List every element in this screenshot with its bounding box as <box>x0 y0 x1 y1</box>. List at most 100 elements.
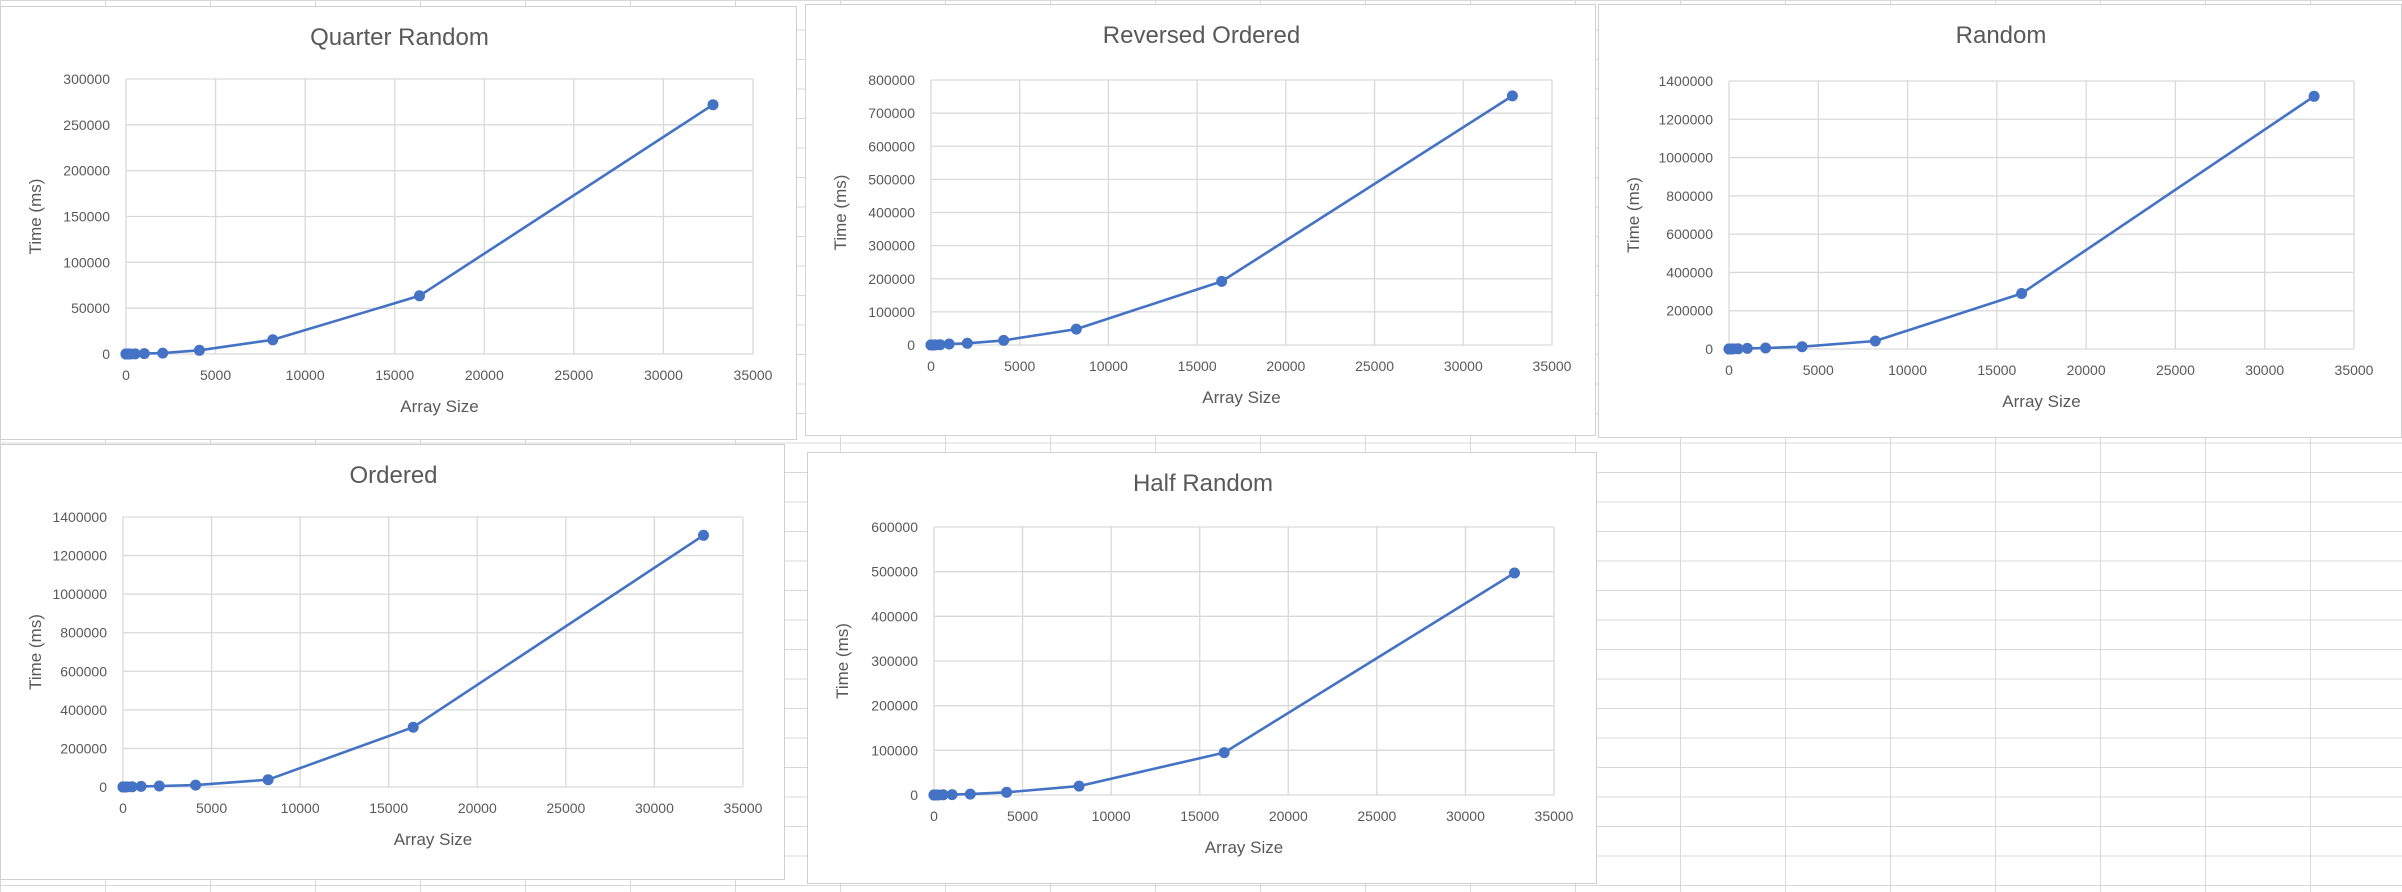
chart-title: Ordered <box>349 462 437 489</box>
x-axis-title: Array Size <box>400 397 478 416</box>
y-tick-label: 100000 <box>868 304 915 320</box>
data-point <box>1218 747 1230 759</box>
data-point <box>267 334 279 346</box>
data-point <box>1073 780 1085 792</box>
x-tick-label: 20000 <box>1266 358 1305 374</box>
x-tick-label: 25000 <box>546 800 585 816</box>
y-axis-title: Time (ms) <box>831 175 850 251</box>
y-tick-label: 400000 <box>60 702 107 718</box>
data-point <box>414 290 425 302</box>
chart-title: Reversed Ordered <box>1103 22 1300 49</box>
x-tick-label: 25000 <box>1357 808 1396 824</box>
y-tick-label: 300000 <box>868 238 915 254</box>
y-tick-label: 0 <box>907 337 915 353</box>
series-line <box>121 534 705 789</box>
chart-panel-random[interactable]: Random 0 200000 400000 600000 800000 1000000 12… <box>1598 4 2402 438</box>
y-tick-label: 1200000 <box>1658 111 1713 127</box>
data-point <box>964 788 976 800</box>
x-tick-label: 30000 <box>1444 358 1483 374</box>
x-tick-label: 35000 <box>1533 358 1572 374</box>
chart-quarter-random: Quarter Random05000010000015000020000025… <box>26 24 773 416</box>
chart-panel-reversed-ordered[interactable]: Reversed Ordered 0 100000 200000 300000 40000… <box>805 4 1596 436</box>
y-tick-label: 800000 <box>1666 188 1713 204</box>
x-tick-label: 30000 <box>635 800 674 816</box>
data-point <box>1001 786 1013 798</box>
series-line <box>929 94 1514 347</box>
y-tick-label: 0 <box>102 346 110 362</box>
y-tick-label: 600000 <box>1666 226 1713 242</box>
x-tick-label: 0 <box>122 367 130 383</box>
y-tick-label: 0 <box>99 779 107 795</box>
chart-reversed-ordered: Reversed Ordered010000020000030000040000… <box>831 22 1572 407</box>
series-line <box>124 103 714 356</box>
chart-panel-half-random[interactable]: Half Random 0 100000 200000 300000 400000 5000… <box>807 452 1597 884</box>
x-tick-label: 15000 <box>1977 362 2016 378</box>
x-tick-label: 20000 <box>465 367 504 383</box>
x-tick-label: 20000 <box>2067 362 2106 378</box>
data-point <box>407 721 419 733</box>
x-tick-label: 15000 <box>375 367 414 383</box>
y-tick-label: 200000 <box>868 271 915 287</box>
y-tick-label: 250000 <box>63 117 110 133</box>
y-tick-label: 800000 <box>868 72 915 88</box>
x-tick-label: 30000 <box>2245 362 2284 378</box>
data-point <box>998 334 1010 346</box>
data-point <box>1741 342 1753 354</box>
x-tick-label: 10000 <box>1089 358 1128 374</box>
y-tick-label: 400000 <box>871 608 918 624</box>
y-tick-label: 300000 <box>871 653 918 669</box>
data-point <box>1760 342 1772 354</box>
data-point <box>1506 90 1518 102</box>
x-tick-label: 0 <box>1725 362 1733 378</box>
data-point <box>1070 323 1082 335</box>
x-tick-label: 35000 <box>1535 808 1574 824</box>
data-point <box>961 337 973 349</box>
x-axis-title: Array Size <box>394 830 472 849</box>
x-tick-label: 30000 <box>1446 808 1485 824</box>
data-point <box>934 339 946 351</box>
y-tick-label: 1000000 <box>1658 150 1713 166</box>
x-tick-label: 10000 <box>1092 808 1131 824</box>
data-point <box>190 779 202 791</box>
x-tick-label: 15000 <box>369 800 408 816</box>
chart-panel-ordered[interactable]: Ordered 0 200000 400000 600000 800000 1000000 1… <box>0 444 785 880</box>
y-tick-label: 1200000 <box>52 548 107 564</box>
y-tick-label: 1000000 <box>52 586 107 602</box>
chart-half-random: Half Random01000002000003000004000005000… <box>833 470 1574 857</box>
y-tick-label: 0 <box>1705 341 1713 357</box>
x-tick-label: 5000 <box>1803 362 1834 378</box>
y-tick-label: 100000 <box>63 254 110 270</box>
x-tick-label: 10000 <box>1888 362 1927 378</box>
data-point <box>193 344 205 356</box>
y-tick-label: 600000 <box>868 138 915 154</box>
data-point <box>126 781 138 793</box>
data-point <box>946 789 958 801</box>
data-point <box>135 780 147 792</box>
x-tick-label: 5000 <box>1007 808 1038 824</box>
x-tick-label: 35000 <box>724 800 763 816</box>
x-tick-label: 5000 <box>196 800 227 816</box>
y-tick-label: 100000 <box>871 742 918 758</box>
series-line <box>932 571 1516 797</box>
x-tick-label: 25000 <box>1355 358 1394 374</box>
y-tick-label: 200000 <box>1666 303 1713 319</box>
y-tick-label: 200000 <box>60 740 107 756</box>
x-tick-label: 35000 <box>734 367 773 383</box>
data-point <box>153 780 165 792</box>
x-axis-title: Array Size <box>1205 838 1283 857</box>
data-point <box>1732 343 1744 355</box>
y-tick-label: 200000 <box>63 163 110 179</box>
data-point <box>157 347 169 359</box>
y-tick-label: 600000 <box>60 663 107 679</box>
y-axis-title: Time (ms) <box>833 623 852 699</box>
data-point <box>943 338 955 350</box>
x-axis-title: Array Size <box>2002 392 2080 411</box>
x-tick-label: 10000 <box>286 367 325 383</box>
data-point <box>698 529 709 541</box>
y-axis-title: Time (ms) <box>1624 177 1643 253</box>
x-tick-label: 0 <box>927 358 935 374</box>
data-point <box>1509 567 1520 579</box>
y-tick-label: 600000 <box>871 519 918 535</box>
chart-panel-quarter-random[interactable]: Quarter Random 0 50000 100000 150000 200000 25… <box>0 6 797 440</box>
y-tick-label: 200000 <box>871 698 918 714</box>
